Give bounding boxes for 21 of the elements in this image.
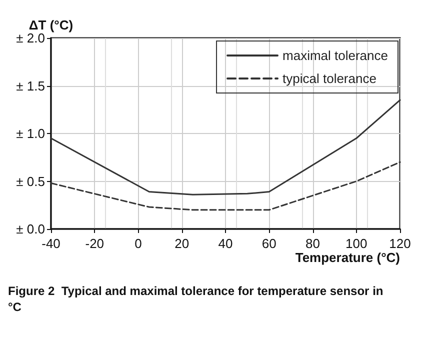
y-tick-label: ± 0.0	[16, 222, 45, 236]
x-axis-title: Temperature (°C)	[295, 250, 400, 265]
x-tick-label: 0	[134, 236, 142, 251]
y-tick-label: ± 1.5	[16, 78, 45, 94]
y-tick-label: ± 2.0	[16, 30, 45, 46]
y-tick-label: ± 1.0	[16, 126, 45, 141]
x-tick-label: 20	[174, 236, 190, 251]
x-tick-label: 60	[262, 236, 276, 251]
caption: Figure 2 Typical and maximal tolerance for temperature sensor in °C	[8, 284, 387, 314]
x-tick-label: 120	[389, 236, 411, 251]
x-tick-label: 80	[306, 236, 320, 251]
y-tick-label: ± 0.5	[16, 174, 45, 189]
x-tick-label: 40	[218, 236, 233, 251]
line-series	[50, 161, 401, 211]
x-tick-label: 100	[346, 236, 368, 251]
legend-label: typical tolerance	[282, 71, 376, 86]
y-axis-title: ΔT (°C)	[28, 18, 74, 33]
line-series	[50, 99, 401, 196]
x-tick-label: -40	[42, 236, 60, 251]
legend-label: maximal tolerance	[282, 48, 388, 63]
x-tick-label: -20	[85, 236, 104, 251]
